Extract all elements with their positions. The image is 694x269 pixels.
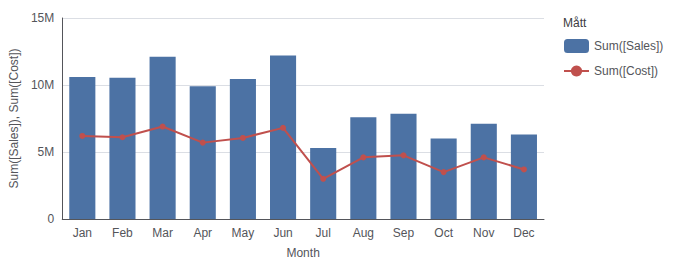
svg-text:Nov: Nov (473, 226, 494, 240)
svg-text:Dec: Dec (513, 226, 534, 240)
svg-text:15M: 15M (31, 11, 54, 25)
svg-text:Sum([Sales]), Sum([Cost]): Sum([Sales]), Sum([Cost]) (7, 48, 21, 188)
svg-text:5M: 5M (38, 145, 55, 159)
svg-text:Jun: Jun (273, 226, 292, 240)
svg-text:Sum([Cost]): Sum([Cost]) (594, 64, 658, 78)
svg-text:May: May (232, 226, 255, 240)
svg-text:Mått: Mått (563, 16, 587, 30)
svg-text:Mar: Mar (152, 226, 173, 240)
svg-text:Feb: Feb (112, 226, 133, 240)
svg-text:Jan: Jan (73, 226, 92, 240)
svg-text:Apr: Apr (193, 226, 212, 240)
svg-text:Jul: Jul (316, 226, 331, 240)
svg-text:Sep: Sep (393, 226, 415, 240)
svg-text:0: 0 (48, 212, 55, 226)
svg-text:Sum([Sales]): Sum([Sales]) (594, 39, 663, 53)
svg-text:Month: Month (286, 246, 319, 260)
svg-text:Aug: Aug (353, 226, 374, 240)
svg-text:Oct: Oct (434, 226, 453, 240)
svg-text:10M: 10M (31, 78, 54, 92)
